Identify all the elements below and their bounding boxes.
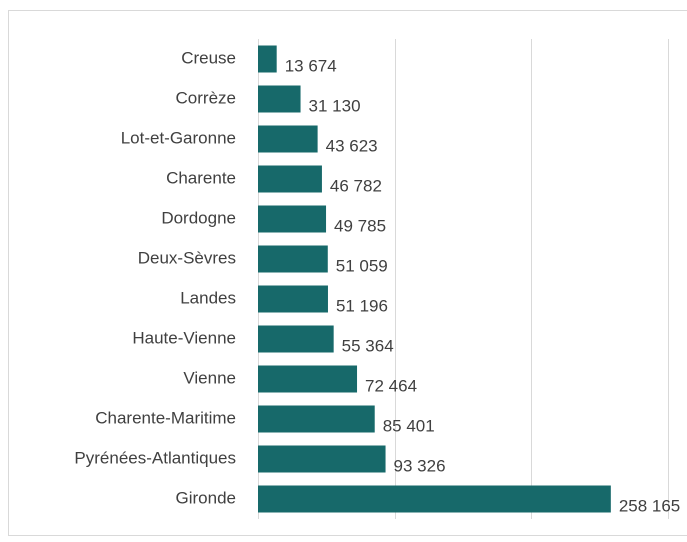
y-tick-label: Haute-Vienne [132, 328, 236, 347]
y-tick-label: Charente [166, 168, 236, 187]
value-label: 13 674 [285, 56, 337, 75]
value-label: 31 130 [309, 96, 361, 115]
bar [258, 405, 375, 433]
bar [258, 445, 386, 473]
value-label: 46 782 [330, 176, 382, 195]
bar [258, 485, 611, 513]
y-tick-label: Landes [180, 288, 236, 307]
bar [258, 205, 327, 233]
value-label: 85 401 [383, 416, 435, 435]
bar [258, 285, 328, 313]
y-tick-label: Creuse [181, 48, 236, 67]
y-tick-label: Pyrénées-Atlantiques [74, 448, 236, 467]
value-label: 43 623 [326, 136, 378, 155]
value-label: 51 059 [336, 256, 388, 275]
bar [258, 245, 328, 273]
y-tick-label: Vienne [183, 368, 236, 387]
value-label: 258 165 [619, 496, 680, 515]
value-label: 51 196 [336, 296, 388, 315]
bar [258, 365, 358, 393]
value-label: 49 785 [334, 216, 386, 235]
bar [258, 45, 277, 73]
bar [258, 85, 301, 113]
y-tick-label: Charente-Maritime [95, 408, 236, 427]
y-tick-label: Dordogne [161, 208, 236, 227]
y-tick-label: Deux-Sèvres [138, 248, 236, 267]
y-tick-label: Lot-et-Garonne [121, 128, 236, 147]
value-label: 93 326 [394, 456, 446, 475]
y-tick-label: Gironde [176, 488, 236, 507]
bar [258, 325, 334, 353]
bar [258, 165, 322, 193]
value-label: 72 464 [365, 376, 417, 395]
value-label: 55 364 [342, 336, 394, 355]
bar [258, 125, 318, 153]
y-tick-label: Corrèze [176, 88, 236, 107]
